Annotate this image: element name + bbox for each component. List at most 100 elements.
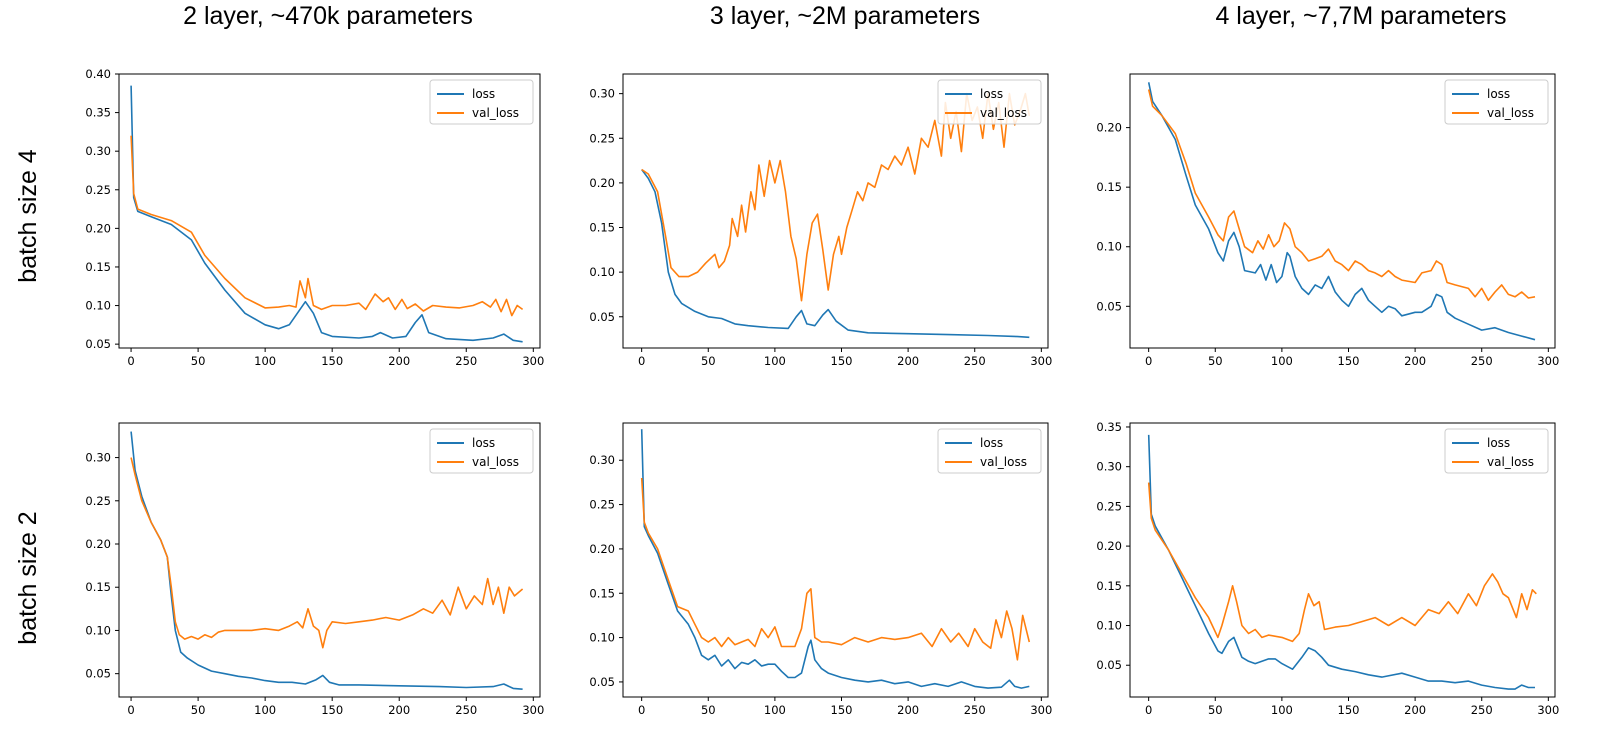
x-tick-label: 0 (638, 703, 645, 717)
column-title-0: 2 layer, ~470k parameters (183, 2, 473, 30)
x-tick-label: 300 (1030, 354, 1052, 368)
series-line-val-loss (130, 135, 524, 317)
y-tick-label: 0.20 (1096, 539, 1122, 553)
y-tick-label: 0.25 (1096, 499, 1122, 513)
chart-panel-1-1: 0 50 100 150 200 250 300 0.05 0.10 0.15 0.20 0.25 0.… (589, 422, 1052, 717)
y-tick-label: 0.25 (85, 183, 111, 197)
series-line-val-loss (1147, 482, 1537, 643)
x-tick-label: 50 (191, 703, 206, 717)
x-tick-label: 0 (127, 354, 134, 368)
legend-label-loss: loss (1487, 436, 1510, 450)
x-tick-label: 100 (764, 703, 786, 717)
x-tick-label: 50 (701, 703, 716, 717)
x-tick-label: 50 (191, 354, 206, 368)
x-tick-label: 250 (455, 354, 477, 368)
column-title-1: 3 layer, ~2M parameters (710, 2, 980, 30)
y-tick-label: 0.30 (589, 453, 615, 467)
x-tick-label: 50 (1208, 703, 1223, 717)
legend-label-val-loss: val_loss (1487, 106, 1534, 120)
y-tick-label: 0.05 (85, 667, 111, 681)
x-tick-label: 250 (1471, 703, 1493, 717)
legend-label-loss: loss (472, 87, 495, 101)
legend-label-val-loss: val_loss (472, 106, 519, 120)
y-tick-label: 0.25 (85, 494, 111, 508)
y-tick-label: 0.10 (85, 299, 111, 313)
y-tick-label: 0.05 (589, 675, 615, 689)
legend: loss val_loss (429, 79, 534, 125)
y-tick-label: 0.20 (85, 537, 111, 551)
chart-panel-1-2: 0 50 100 150 200 250 300 0.05 0.10 0.15 0.20 0.25 0.… (1096, 420, 1559, 717)
x-tick-label: 100 (1271, 703, 1293, 717)
legend-label-val-loss: val_loss (980, 455, 1027, 469)
x-tick-label: 200 (897, 703, 919, 717)
series-line-loss (1147, 82, 1536, 341)
x-tick-label: 150 (321, 354, 343, 368)
y-tick-label: 0.20 (589, 176, 615, 190)
legend-label-loss: loss (980, 87, 1003, 101)
x-tick-label: 100 (764, 354, 786, 368)
plot-frame (622, 422, 1049, 698)
column-title-2: 4 layer, ~7,7M parameters (1215, 2, 1506, 30)
y-tick-label: 0.05 (589, 310, 615, 324)
plot-frame (1129, 73, 1556, 349)
x-tick-label: 250 (964, 354, 986, 368)
x-tick-label: 50 (1208, 354, 1223, 368)
y-tick-label: 0.30 (85, 144, 111, 158)
legend: loss val_loss (1444, 79, 1549, 125)
y-tick-label: 0.30 (1096, 460, 1122, 474)
plot-frame (118, 73, 541, 349)
y-tick-label: 0.15 (85, 580, 111, 594)
y-tick-label: 0.20 (1096, 121, 1122, 135)
y-tick-label: 0.15 (589, 586, 615, 600)
legend: loss val_loss (1444, 428, 1549, 474)
x-tick-label: 250 (1471, 354, 1493, 368)
x-tick-label: 200 (388, 703, 410, 717)
x-tick-label: 50 (701, 354, 716, 368)
y-tick-label: 0.35 (1096, 420, 1122, 434)
y-tick-label: 0.10 (1096, 619, 1122, 633)
y-tick-label: 0.05 (1096, 299, 1122, 313)
x-tick-label: 250 (964, 703, 986, 717)
x-tick-label: 0 (1145, 703, 1152, 717)
x-tick-label: 300 (1537, 354, 1559, 368)
legend: loss val_loss (937, 79, 1042, 125)
chart-panel-1-0: 0 50 100 150 200 250 300 0.05 0.10 0.15 0.20 0.25 0.… (85, 422, 544, 717)
x-tick-label: 0 (638, 354, 645, 368)
x-tick-label: 300 (1030, 703, 1052, 717)
legend-label-val-loss: val_loss (980, 106, 1027, 120)
series-line-val-loss (1147, 89, 1536, 302)
x-tick-label: 150 (831, 703, 853, 717)
y-tick-label: 0.20 (589, 542, 615, 556)
x-tick-label: 300 (522, 354, 544, 368)
x-tick-label: 300 (1537, 703, 1559, 717)
x-tick-label: 200 (1404, 354, 1426, 368)
x-tick-label: 100 (254, 354, 276, 368)
x-tick-label: 150 (831, 354, 853, 368)
x-tick-label: 150 (1338, 354, 1360, 368)
y-tick-label: 0.40 (85, 67, 111, 81)
x-tick-label: 0 (127, 703, 134, 717)
chart-panel-0-1: 0 50 100 150 200 250 300 0.05 0.10 0.15 0.20 0.25 0.… (589, 73, 1052, 368)
y-tick-label: 0.30 (589, 87, 615, 101)
x-tick-label: 0 (1145, 354, 1152, 368)
series-line-val-loss (641, 92, 1031, 302)
x-tick-label: 100 (1271, 354, 1293, 368)
y-tick-label: 0.15 (1096, 180, 1122, 194)
y-tick-label: 0.15 (1096, 579, 1122, 593)
y-tick-label: 0.25 (589, 498, 615, 512)
legend: loss val_loss (937, 428, 1042, 474)
y-tick-label: 0.15 (85, 260, 111, 274)
x-tick-label: 150 (321, 703, 343, 717)
plot-frame (1129, 422, 1556, 698)
legend-label-loss: loss (472, 436, 495, 450)
series-line-loss (1147, 434, 1535, 690)
legend-label-loss: loss (1487, 87, 1510, 101)
row-title-0: batch size 4 (14, 149, 42, 283)
series-line-val-loss (130, 457, 524, 649)
chart-panel-0-2: 0 50 100 150 200 250 300 0.05 0.10 0.15 0.20 loss va… (1096, 73, 1559, 368)
series-line-loss (640, 429, 1030, 689)
legend-label-val-loss: val_loss (472, 455, 519, 469)
plot-frame (622, 73, 1049, 349)
y-tick-label: 0.35 (85, 106, 111, 120)
